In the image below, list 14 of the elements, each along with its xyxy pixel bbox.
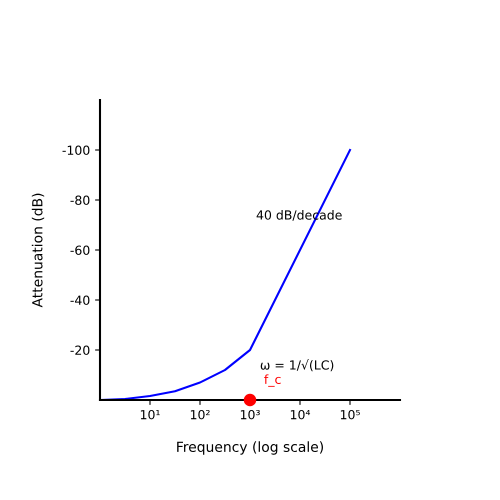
- x-tick-label: 10⁴: [290, 410, 310, 420]
- y-tick-label: -80: [70, 195, 90, 205]
- y-tick-label: -100: [62, 145, 90, 155]
- x-tick-label: 10²: [190, 410, 210, 420]
- annotation: ω = 1/√(LC): [260, 359, 334, 372]
- x-tick-label: 10¹: [140, 410, 160, 420]
- y-tick-label: -40: [70, 295, 90, 305]
- series-label: f_c: [264, 374, 281, 387]
- x-axis-title: Frequency (log scale): [177, 441, 323, 455]
- y-axis-title: Attenuation (dB): [32, 194, 44, 308]
- y-tick-label: -60: [70, 245, 90, 255]
- x-tick-label: 10³: [240, 410, 260, 420]
- y-tick-label: -20: [70, 345, 90, 355]
- x-tick-label: 10⁵: [340, 410, 360, 420]
